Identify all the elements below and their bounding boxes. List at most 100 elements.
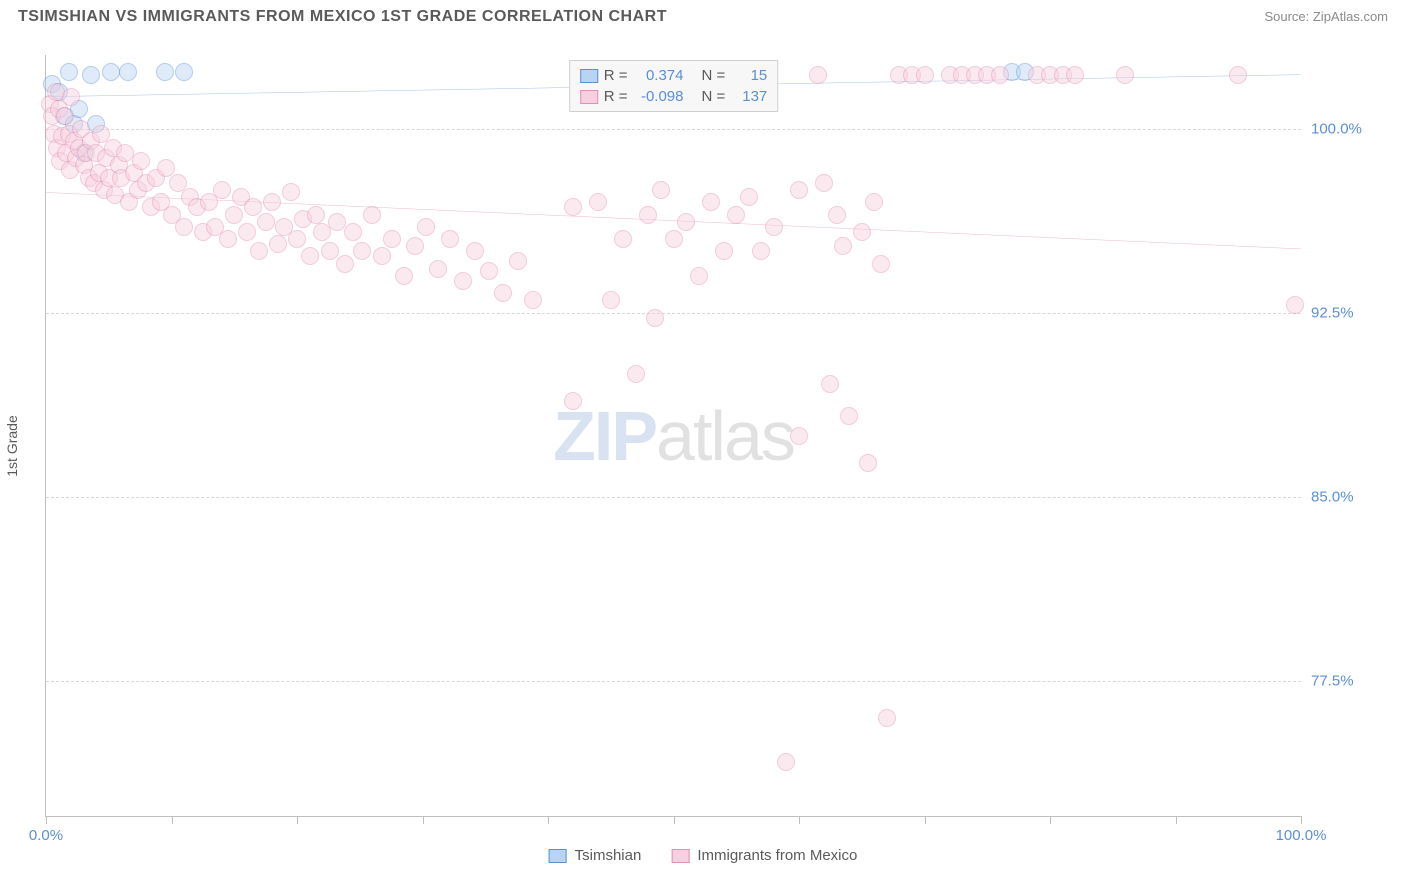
scatter-chart: ZIPatlas R =0.374N =15R =-0.098N =137 10… [45, 55, 1301, 817]
data-point [1229, 66, 1247, 84]
data-point [790, 427, 808, 445]
data-point [238, 223, 256, 241]
data-point [677, 213, 695, 231]
data-point [336, 255, 354, 273]
data-point [441, 230, 459, 248]
data-point [872, 255, 890, 273]
data-point [809, 66, 827, 84]
data-point [102, 63, 120, 81]
x-tick [799, 816, 800, 824]
data-point [740, 188, 758, 206]
data-point [56, 107, 74, 125]
data-point [60, 63, 78, 81]
legend-r-value: 0.374 [634, 67, 684, 84]
data-point [690, 267, 708, 285]
legend-swatch [580, 90, 598, 104]
data-point [828, 206, 846, 224]
data-point [859, 454, 877, 472]
data-point [288, 230, 306, 248]
data-point [169, 174, 187, 192]
data-point [307, 206, 325, 224]
gridline [46, 681, 1301, 682]
page-title: TSIMSHIAN VS IMMIGRANTS FROM MEXICO 1ST … [18, 8, 667, 26]
legend-r-label: R = [604, 88, 628, 105]
gridline [46, 129, 1301, 130]
data-point [353, 242, 371, 260]
data-point [853, 223, 871, 241]
data-point [383, 230, 401, 248]
data-point [494, 284, 512, 302]
data-point [834, 237, 852, 255]
data-point [466, 242, 484, 260]
legend-r-label: R = [604, 67, 628, 84]
data-point [156, 63, 174, 81]
series-legend-item: Immigrants from Mexico [671, 847, 857, 864]
y-tick-label: 85.0% [1311, 488, 1396, 505]
data-point [257, 213, 275, 231]
data-point [1286, 296, 1304, 314]
data-point [715, 242, 733, 260]
data-point [878, 709, 896, 727]
data-point [702, 193, 720, 211]
data-point [916, 66, 934, 84]
series-legend-label: Immigrants from Mexico [697, 847, 857, 864]
correlation-legend: R =0.374N =15R =-0.098N =137 [569, 60, 779, 112]
legend-n-label: N = [702, 88, 726, 105]
data-point [301, 247, 319, 265]
data-point [373, 247, 391, 265]
data-point [840, 407, 858, 425]
x-tick [925, 816, 926, 824]
data-point [328, 213, 346, 231]
trend-lines-layer [46, 55, 1301, 816]
series-legend-swatch [671, 849, 689, 863]
data-point [815, 174, 833, 192]
data-point [614, 230, 632, 248]
data-point [509, 252, 527, 270]
legend-n-value: 15 [731, 67, 767, 84]
y-tick-label: 92.5% [1311, 304, 1396, 321]
x-tick [1176, 816, 1177, 824]
data-point [627, 365, 645, 383]
series-legend-item: Tsimshian [549, 847, 642, 864]
data-point [213, 181, 231, 199]
legend-n-value: 137 [731, 88, 767, 105]
data-point [363, 206, 381, 224]
x-tick-label: 100.0% [1276, 827, 1327, 844]
data-point [639, 206, 657, 224]
legend-row: R = 0.374 N = 15 [580, 65, 768, 86]
data-point [417, 218, 435, 236]
data-point [175, 63, 193, 81]
data-point [132, 152, 150, 170]
data-point [480, 262, 498, 280]
legend-swatch [580, 69, 598, 83]
data-point [727, 206, 745, 224]
x-tick [1301, 816, 1302, 824]
x-tick-label: 0.0% [29, 827, 63, 844]
data-point [646, 309, 664, 327]
data-point [454, 272, 472, 290]
data-point [524, 291, 542, 309]
data-point [790, 181, 808, 199]
x-tick [548, 816, 549, 824]
data-point [321, 242, 339, 260]
data-point [269, 235, 287, 253]
data-point [395, 267, 413, 285]
data-point [429, 260, 447, 278]
data-point [765, 218, 783, 236]
x-tick [423, 816, 424, 824]
legend-n-label: N = [702, 67, 726, 84]
data-point [62, 88, 80, 106]
y-tick-label: 100.0% [1311, 120, 1396, 137]
data-point [777, 753, 795, 771]
x-tick [172, 816, 173, 824]
y-axis-title: 1st Grade [4, 415, 20, 476]
data-point [406, 237, 424, 255]
data-point [589, 193, 607, 211]
data-point [752, 242, 770, 260]
data-point [250, 242, 268, 260]
data-point [82, 66, 100, 84]
data-point [282, 183, 300, 201]
data-point [865, 193, 883, 211]
y-tick-label: 77.5% [1311, 672, 1396, 689]
data-point [1116, 66, 1134, 84]
